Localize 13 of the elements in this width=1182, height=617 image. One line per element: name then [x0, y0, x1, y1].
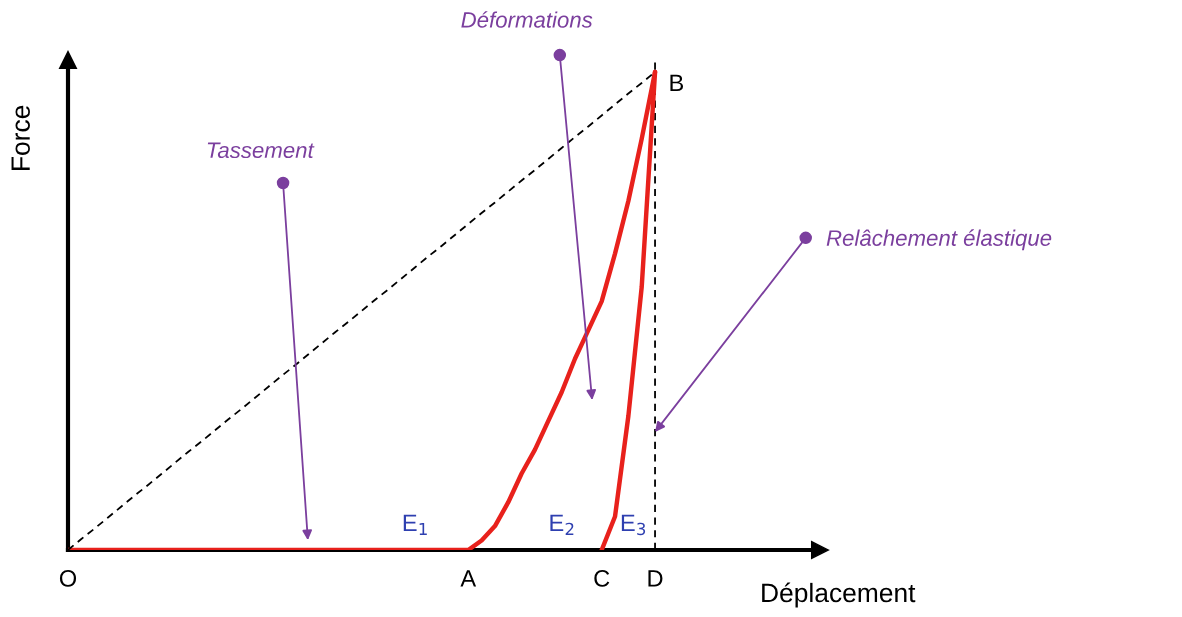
- annotation: Relâchement élastique: [826, 229, 1052, 251]
- annotation: Tassement: [207, 142, 315, 159]
- x-tick-label: O: [59, 570, 77, 587]
- x-tick-label: C: [594, 570, 610, 587]
- annotation: E$_{1}$: [403, 514, 427, 535]
- x-tick-label: D: [648, 570, 663, 587]
- annotation: E$_{3}$: [621, 514, 646, 536]
- y-axis-title: Force: [11, 105, 30, 170]
- text: Déformations: [461, 11, 593, 28]
- annotation: E$_{2}$: [550, 514, 574, 535]
- annotation: B: [670, 74, 684, 91]
- x-tick-label: A: [460, 570, 477, 587]
- x-axis-title: Déplacement: [762, 582, 916, 608]
